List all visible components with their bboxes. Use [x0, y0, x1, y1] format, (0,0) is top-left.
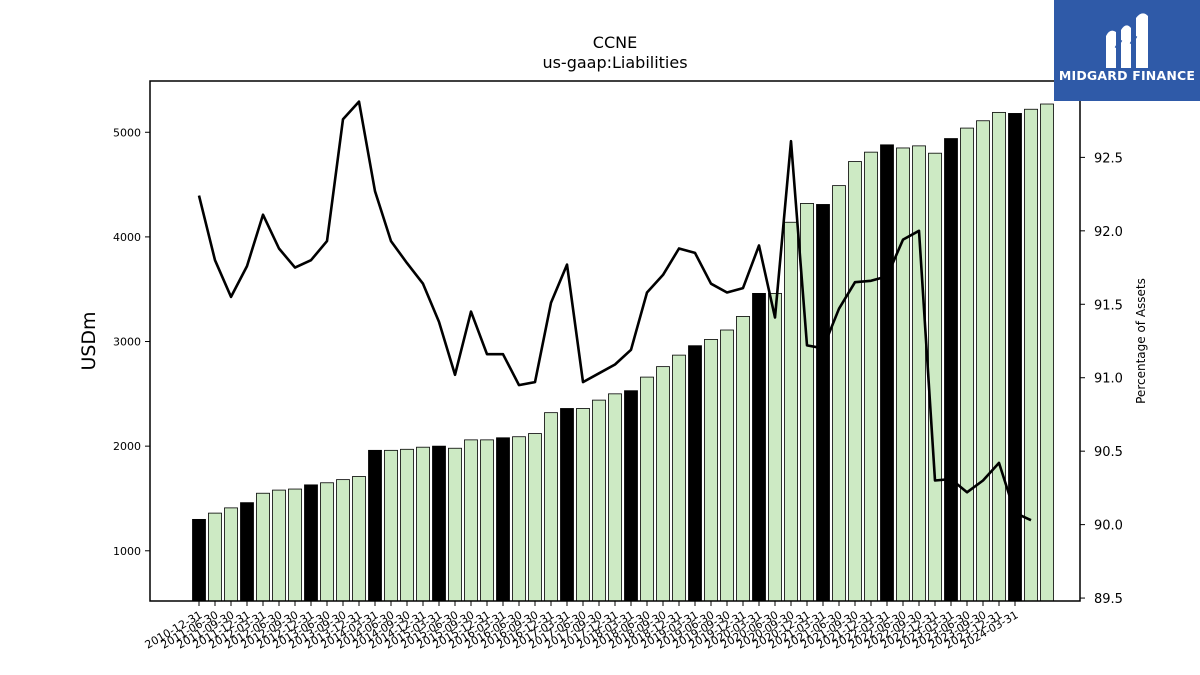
- bar: [816, 204, 830, 602]
- bar: [384, 449, 398, 602]
- y2-tick-label: 92.0: [1094, 225, 1123, 240]
- bar: [976, 120, 990, 602]
- bar: [960, 127, 974, 602]
- y-tick-label: 3000: [113, 336, 141, 349]
- axes: 1000 2000 3000 4000 5000 89.5 90.0 90.5 91.0 91.5…: [113, 80, 1123, 652]
- bar: [736, 316, 750, 602]
- bar: [192, 518, 206, 602]
- bar: [544, 412, 558, 602]
- bar: [352, 476, 366, 602]
- y2-tick-label: 90.0: [1094, 519, 1123, 534]
- bar: [768, 292, 782, 602]
- line-series: [197, 100, 1032, 522]
- bar: [656, 366, 670, 602]
- bar: [720, 329, 734, 602]
- bar: [304, 484, 318, 602]
- brand-mark-icon: [1106, 13, 1148, 68]
- bar: [1008, 113, 1022, 602]
- bar: [912, 145, 926, 602]
- bar: [368, 449, 382, 602]
- y2-tick-label: 91.5: [1094, 298, 1123, 313]
- bar: [528, 433, 542, 602]
- bar: [992, 111, 1006, 602]
- bar: [608, 393, 622, 602]
- bar: [640, 376, 654, 602]
- y-tick-label: 5000: [113, 126, 141, 139]
- y-tick-label: 4000: [113, 231, 141, 244]
- y-tick-label: 1000: [113, 545, 141, 558]
- bar: [448, 447, 462, 602]
- y-tick-label: 2000: [113, 440, 141, 453]
- bar: [432, 445, 446, 602]
- y2-tick-label: 90.5: [1094, 445, 1123, 460]
- bar: [784, 221, 798, 602]
- bar: [928, 152, 942, 602]
- bar: [864, 151, 878, 602]
- bar: [240, 502, 254, 602]
- bar: [256, 492, 270, 602]
- y2-tick-label: 92.5: [1094, 151, 1123, 166]
- bar: [624, 390, 638, 602]
- bar: [576, 408, 590, 602]
- bar-series: [192, 103, 1054, 602]
- bar: [416, 446, 430, 602]
- bar: [880, 144, 894, 602]
- bar: [560, 408, 574, 602]
- bar: [1040, 103, 1054, 602]
- bar: [512, 436, 526, 602]
- bar: [208, 512, 222, 602]
- bar: [944, 138, 958, 602]
- bar: [336, 479, 350, 602]
- chart-title: CCNE: [593, 33, 637, 52]
- brand-name: MIDGARD FINANCE: [1058, 68, 1196, 83]
- chart-subtitle: us-gaap:Liabilities: [542, 53, 687, 72]
- bar: [496, 437, 510, 602]
- bar: [592, 399, 606, 602]
- bar: [704, 339, 718, 602]
- y-axis-label: USDm: [78, 311, 100, 370]
- line-percentage-of-assets: [197, 100, 1032, 522]
- bar: [320, 482, 334, 602]
- bar: [832, 185, 846, 602]
- y2-tick-label: 89.5: [1094, 592, 1123, 607]
- bar: [464, 439, 478, 602]
- bar: [672, 354, 686, 602]
- bar: [896, 147, 910, 602]
- bar: [272, 489, 286, 602]
- brand-logo: MIDGARD FINANCE: [1054, 0, 1200, 101]
- y2-axis-label: Percentage of Assets: [1134, 278, 1148, 404]
- bar: [1024, 108, 1038, 602]
- bar: [288, 488, 302, 602]
- bar: [800, 203, 814, 602]
- bar: [480, 439, 494, 602]
- bar: [752, 292, 766, 602]
- y2-tick-label: 91.0: [1094, 372, 1123, 387]
- bar: [688, 345, 702, 602]
- bar: [224, 507, 238, 602]
- bar: [400, 448, 414, 602]
- bar: [848, 161, 862, 602]
